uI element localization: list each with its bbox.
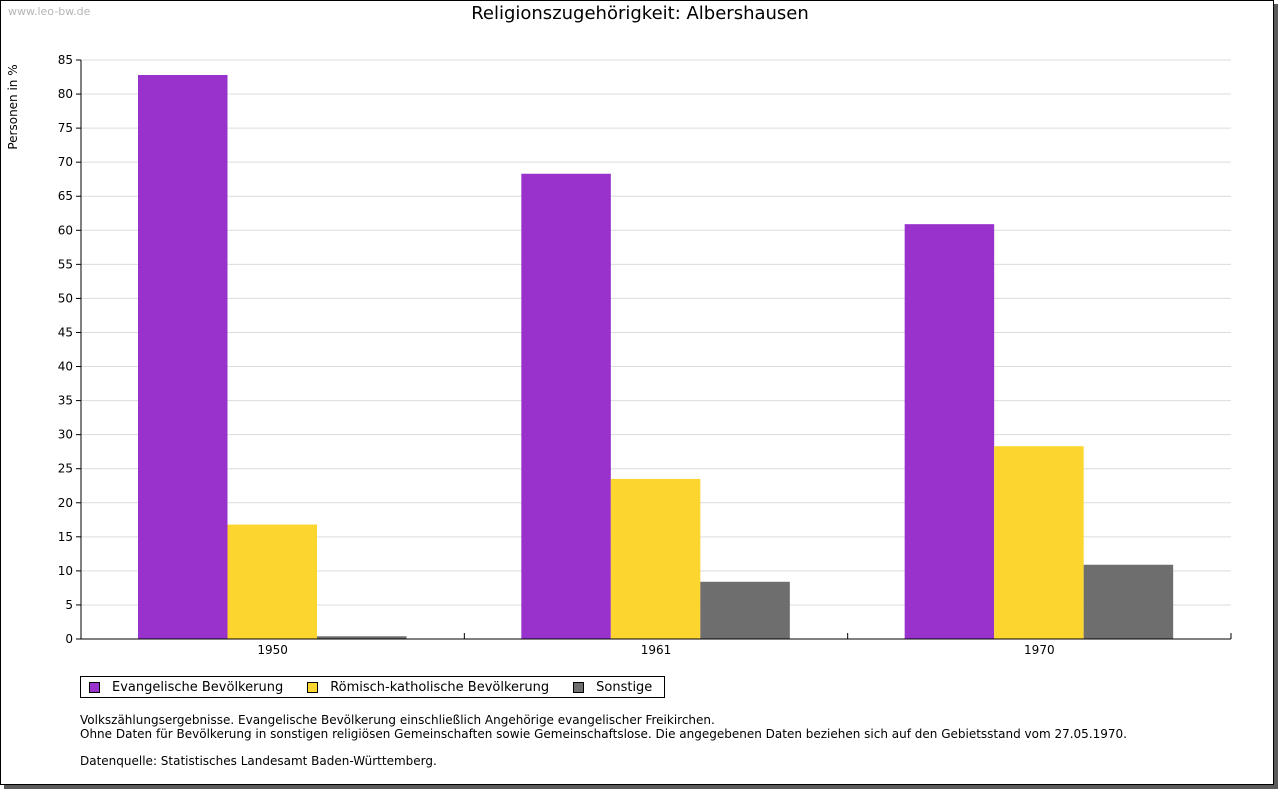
- watermark: www.leo-bw.de: [8, 5, 91, 18]
- data-source: Datenquelle: Statistisches Landesamt Bad…: [80, 754, 437, 768]
- y-tick-label: 50: [58, 291, 73, 305]
- y-tick-label: 40: [58, 360, 73, 374]
- y-tick-label: 75: [58, 121, 73, 135]
- bar-1970-0: [904, 224, 995, 640]
- y-tick-label: 5: [65, 598, 73, 612]
- y-tick-label: 30: [58, 428, 73, 442]
- footnotes: Volkszählungsergebnisse. Evangelische Be…: [80, 713, 1127, 768]
- x-tick-label: 1961: [641, 643, 672, 657]
- bar-1950-2: [317, 636, 407, 639]
- bar-1961-2: [700, 581, 790, 639]
- chart-title: Religionszugehörigkeit: Albershausen: [471, 3, 809, 24]
- legend-item-evangelisch: Evangelische Bevölkerung: [89, 680, 283, 695]
- y-tick-label: 10: [58, 564, 73, 578]
- y-tick-label: 70: [58, 155, 73, 169]
- x-tick-label: 1950: [257, 643, 288, 657]
- bar-1950-0: [138, 74, 228, 639]
- footnote-line-2: Ohne Daten für Bevölkerung in sonstigen …: [80, 727, 1127, 741]
- y-tick-label: 20: [58, 496, 73, 510]
- bar-1970-1: [994, 446, 1084, 639]
- legend-swatch-sonstige: [573, 681, 585, 693]
- legend-swatch-katholisch: [307, 681, 319, 693]
- y-tick-label: 65: [58, 189, 73, 203]
- y-tick-label: 60: [58, 223, 73, 237]
- bar-1970-2: [1083, 564, 1174, 639]
- legend-swatch-evangelisch: [89, 681, 100, 693]
- y-tick-label: 35: [58, 394, 73, 408]
- legend-label-evangelisch: Evangelische Bevölkerung: [112, 679, 284, 695]
- legend-item-sonstige: Sonstige: [573, 680, 652, 695]
- legend: Evangelische Bevölkerung Römisch-katholi…: [80, 676, 666, 698]
- footnote-line-1: Volkszählungsergebnisse. Evangelische Be…: [80, 713, 715, 727]
- legend-label-katholisch: Römisch-katholische Bevölkerung: [330, 679, 550, 695]
- y-tick-label: 45: [58, 325, 73, 339]
- y-tick-label: 25: [58, 462, 73, 476]
- bar-1961-1: [610, 478, 701, 639]
- x-tick-label: 1970: [1024, 643, 1055, 657]
- legend-label-sonstige: Sonstige: [596, 679, 653, 695]
- bar-1950-1: [227, 524, 317, 639]
- legend-item-katholisch: Römisch-katholische Bevölkerung: [307, 680, 549, 695]
- y-tick-label: 0: [65, 632, 73, 646]
- y-tick-label: 55: [58, 257, 73, 271]
- y-tick-label: 80: [58, 87, 73, 101]
- y-tick-label: 15: [58, 530, 73, 544]
- bar-1961-0: [521, 173, 611, 639]
- y-tick-label: 85: [58, 53, 73, 67]
